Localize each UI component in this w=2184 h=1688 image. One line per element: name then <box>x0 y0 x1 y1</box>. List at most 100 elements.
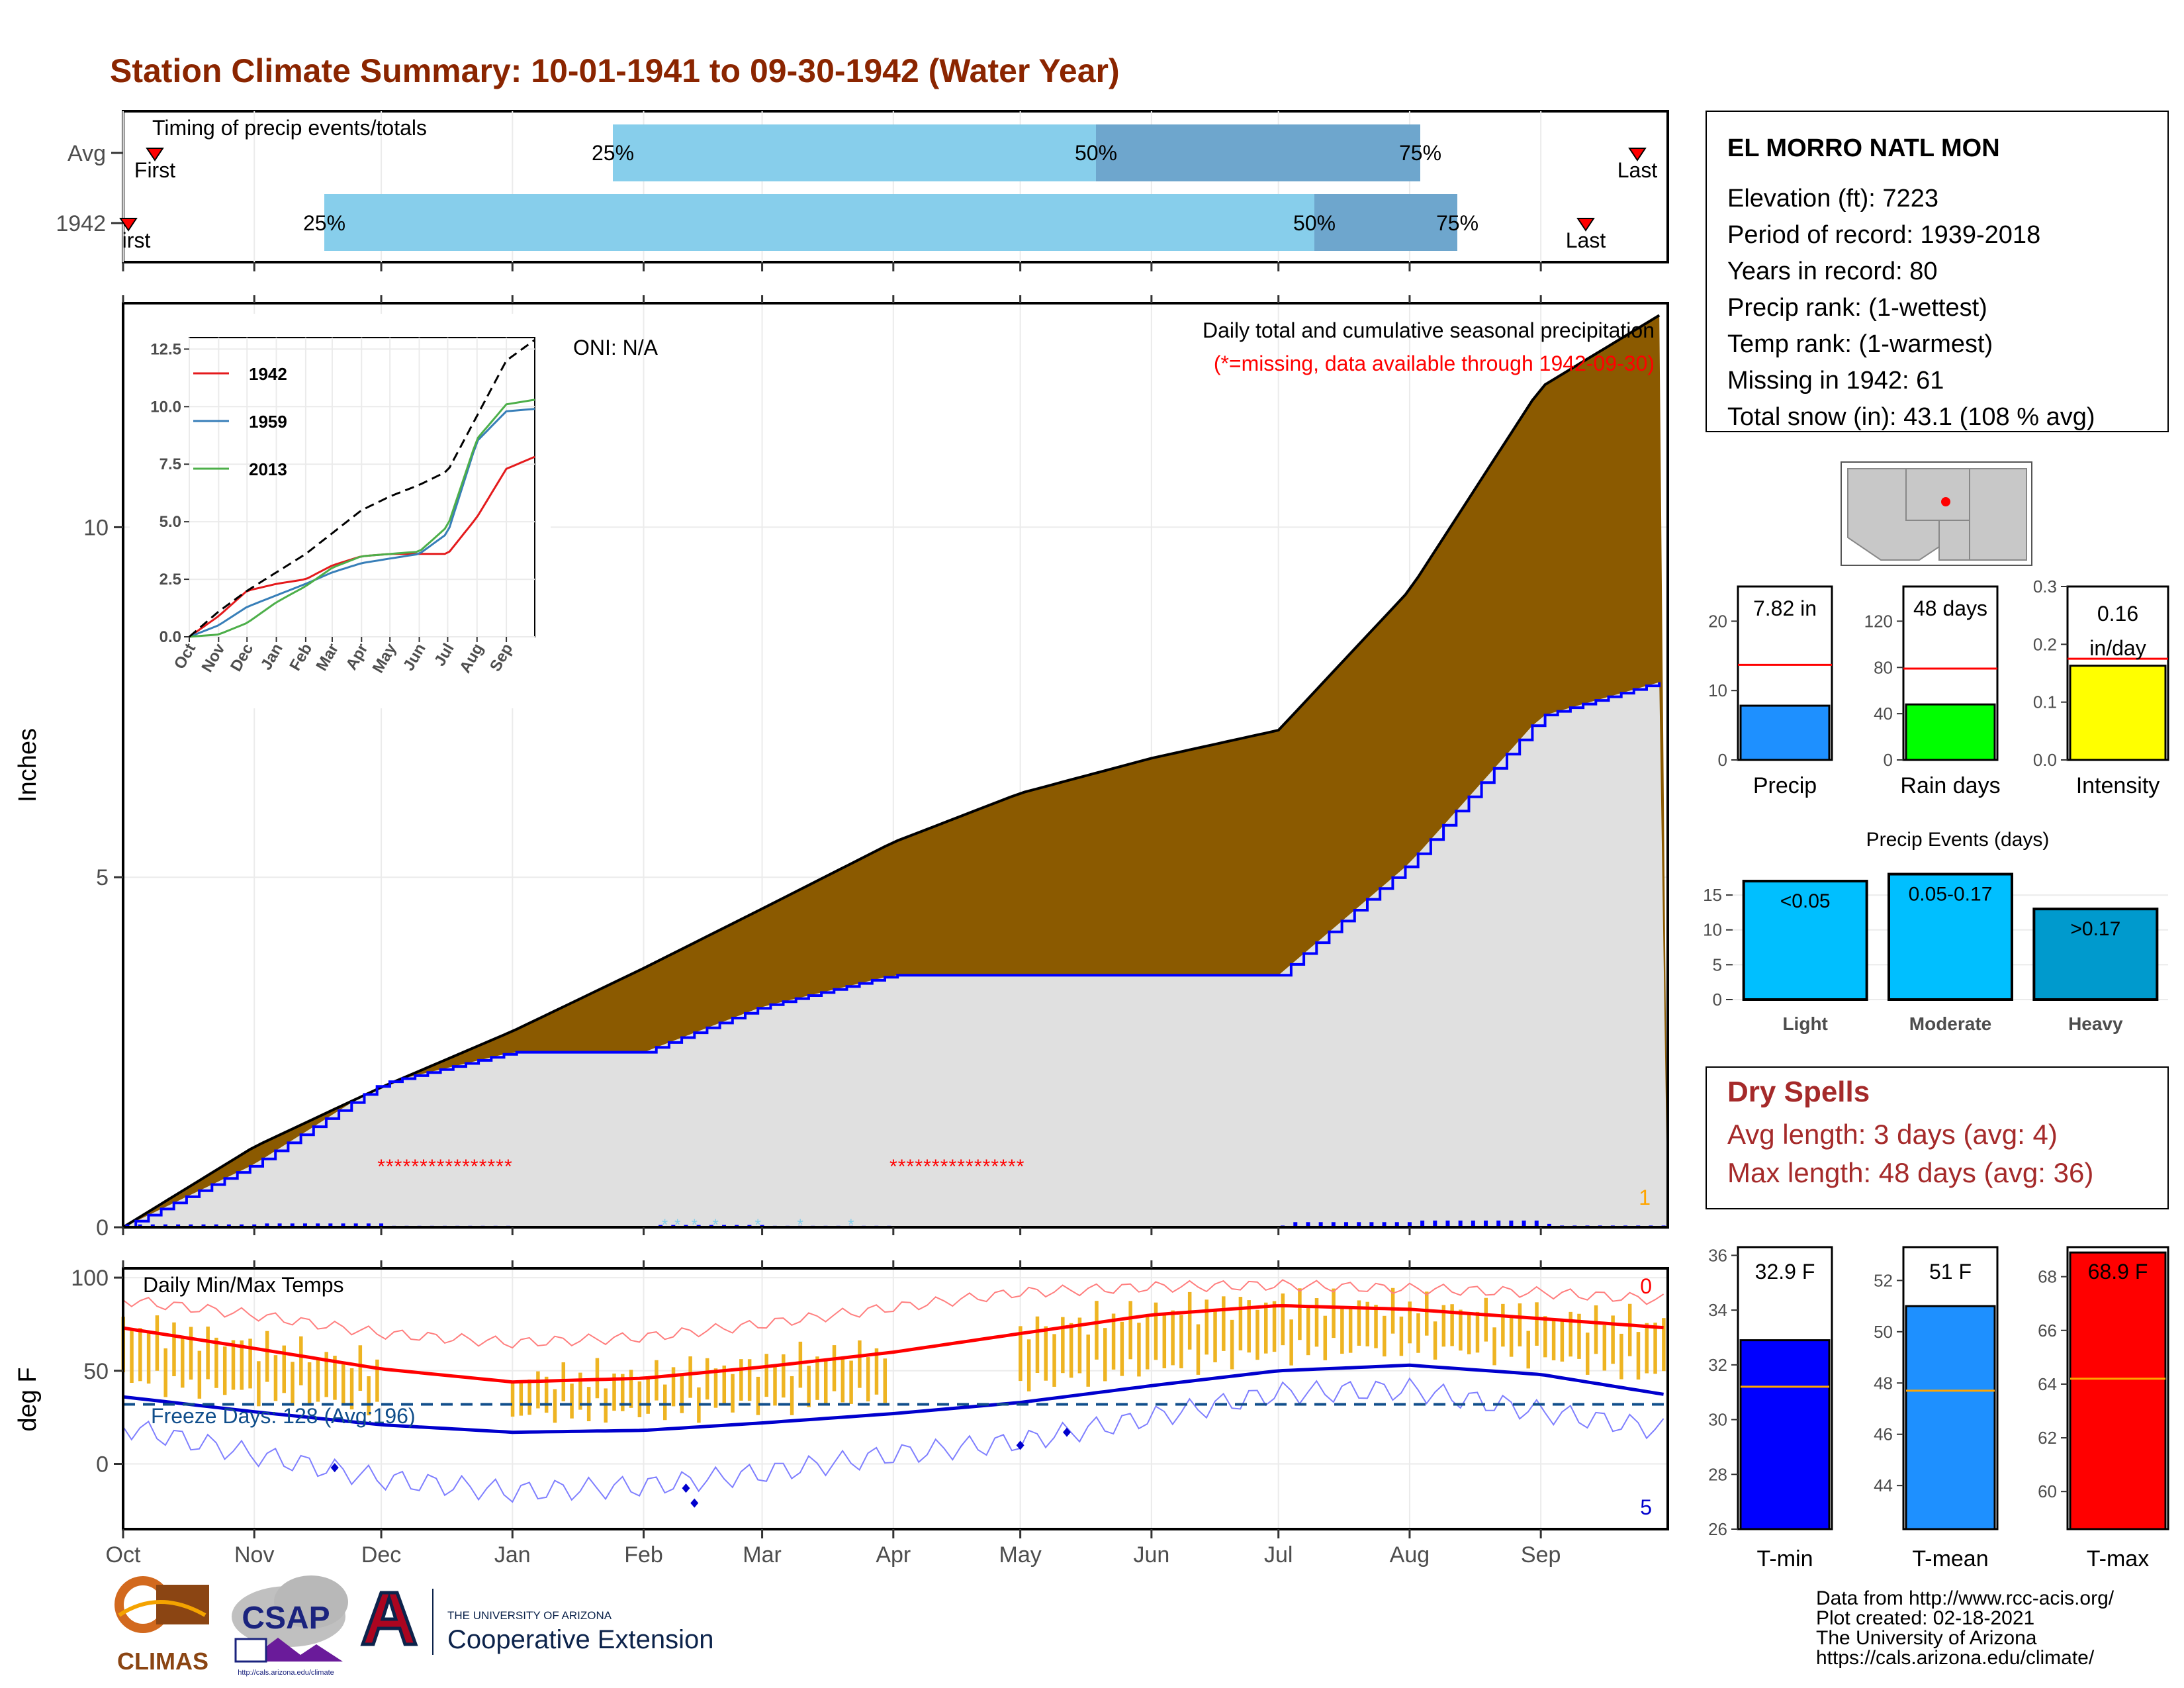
temp-bar-y-tick-label: 48 <box>1874 1373 1893 1393</box>
record-low-count: 5 <box>1640 1495 1652 1519</box>
daily-temp-bar <box>1467 1314 1471 1354</box>
station-period: Period of record: 1939-2018 <box>1727 221 2040 249</box>
events-y-tick-label: 15 <box>1703 885 1722 905</box>
daily-temp-bar <box>265 1331 269 1382</box>
daily-precip-bar <box>1318 1222 1323 1227</box>
daily-precip-bar <box>379 1223 384 1227</box>
temp-bar-y-tick-label: 68 <box>2038 1267 2057 1287</box>
station-years: Years in record: 80 <box>1727 258 1938 285</box>
missing-marker: * <box>940 1156 948 1178</box>
mini-y-tick-label: 0.3 <box>2033 577 2057 596</box>
station-missing: Missing in 1942: 61 <box>1727 367 1944 395</box>
daily-precip-bar <box>150 1224 155 1227</box>
daily-temp-bar <box>222 1346 227 1395</box>
observed-cumulative-line <box>123 682 1661 1229</box>
daily-temp-bar <box>316 1357 320 1402</box>
daily-temp-bar <box>1374 1305 1378 1348</box>
temp-y-tick-label: 50 <box>83 1359 109 1384</box>
csap-logo[interactable]: CSAP http://cals.arizona.edu/climate <box>232 1575 348 1677</box>
record-low-marker <box>690 1498 699 1508</box>
temp-y-tick-label: 0 <box>96 1452 109 1477</box>
missing-marker: * <box>496 1156 504 1178</box>
daily-temp-bar <box>375 1359 379 1402</box>
missing-marker: * <box>462 1156 470 1178</box>
daily-temp-bar <box>841 1358 845 1403</box>
daily-temp-bar <box>358 1345 363 1391</box>
daily-precip-bar <box>226 1224 231 1227</box>
daily-temp-bar <box>1069 1323 1073 1378</box>
last-label-1942: Last <box>1566 228 1606 252</box>
daily-temp-bar <box>1390 1288 1395 1334</box>
inset-legend: 1942 1959 2013 <box>193 364 287 479</box>
climas-logo[interactable]: CLIMAS <box>113 1576 210 1675</box>
daily-precip-bar <box>1471 1220 1475 1227</box>
mini-label-2: Intensity <box>2076 773 2160 798</box>
record-low-marker <box>682 1483 690 1493</box>
precip-ylabel: Inches <box>14 728 42 802</box>
daily-temp-bar <box>1383 1315 1387 1357</box>
daily-temp-bar <box>519 1380 523 1416</box>
daily-temp-bar <box>832 1345 837 1391</box>
first-label-avg: First <box>134 158 175 182</box>
daily-temp-bar <box>257 1361 261 1407</box>
temp-bar-y-tick-label: 66 <box>2038 1321 2057 1340</box>
daily-temp-bar <box>1323 1315 1328 1360</box>
daily-temp-bar <box>1289 1319 1293 1366</box>
daily-temp-bar <box>536 1371 540 1409</box>
missing-marker: * <box>966 1156 974 1178</box>
month-label: Apr <box>876 1542 911 1568</box>
daily-temp-bar <box>1459 1309 1463 1351</box>
daily-temp-bar <box>1255 1309 1259 1360</box>
daily-precip-bar <box>341 1223 345 1227</box>
dry-spells-title: Dry Spells <box>1727 1076 1870 1108</box>
events-bar-label: Heavy <box>2068 1013 2123 1034</box>
daily-temp-bar <box>731 1374 735 1413</box>
daily-temp-bar <box>1196 1324 1201 1375</box>
daily-temp-bar <box>1509 1316 1514 1357</box>
daily-temp-bar <box>1120 1321 1124 1376</box>
daily-temp-bar <box>240 1340 244 1390</box>
timing-1942-bar-50-75 <box>1314 194 1457 251</box>
daily-temp-bar <box>324 1352 328 1397</box>
daily-precip-bar <box>176 1224 181 1227</box>
events-y-tick-label: 0 <box>1713 990 1722 1009</box>
month-label: Aug <box>1390 1542 1430 1568</box>
legend-1942: 1942 <box>249 364 287 384</box>
daily-temp-bar <box>1026 1339 1031 1391</box>
daily-temp-bar <box>1399 1316 1404 1356</box>
daily-temp-bar <box>214 1337 218 1388</box>
daily-temp-bar <box>291 1362 295 1406</box>
daily-temp-bar <box>662 1384 667 1421</box>
daily-temp-bar <box>858 1340 862 1388</box>
mini-y-tick-label: 40 <box>1874 704 1893 724</box>
daily-temp-bar <box>1526 1331 1530 1369</box>
daily-temp-bar <box>1365 1301 1369 1346</box>
mini-y-tick-label: 120 <box>1864 611 1893 631</box>
credits: Data from http://www.rcc-acis.org/ Plot … <box>1816 1587 2115 1669</box>
mini-y-tick-label: 80 <box>1874 657 1893 677</box>
summary-bar-charts: 0 10 20 7.82 in Precip 0 40 80 120 48 days Rain da… <box>1708 577 2169 798</box>
daily-temp-bar <box>1332 1288 1336 1338</box>
daily-precip-bar <box>290 1223 295 1227</box>
month-axis: Oct Nov Dec Jan Feb Mar Apr May Jun Jul Aug Sep <box>106 1260 1561 1568</box>
snow-markers: * * * * * * * <box>662 1216 854 1234</box>
daily-temp-bar <box>1619 1333 1623 1380</box>
daily-precip-bar <box>1293 1222 1298 1227</box>
daily-temp-bar <box>1171 1310 1175 1366</box>
pct-50-avg: 50% <box>1075 141 1117 165</box>
daily-temp-bar <box>1247 1300 1251 1353</box>
station-temp-rank: Temp rank: (1-warmest) <box>1727 330 1993 358</box>
missing-data-markers: * * * * * * * * * * * * * * * * * * * * * * * * * * * * * * * * <box>377 1156 1024 1178</box>
dry-spells-avg: Avg length: 3 days (avg: 4) <box>1727 1119 2058 1150</box>
daily-temp-bar <box>307 1362 312 1406</box>
daily-temp-bar <box>612 1373 616 1411</box>
missing-marker: * <box>991 1156 999 1178</box>
first-label-1942: irst <box>122 228 151 252</box>
mini-y-tick-label: 0.0 <box>2033 750 2057 770</box>
month-label: May <box>999 1542 1042 1568</box>
month-label: Dec <box>361 1542 401 1568</box>
missing-marker: * <box>889 1156 897 1178</box>
daily-temp-bar <box>299 1336 303 1385</box>
ua-logo[interactable]: THE UNIVERSITY OF ARIZONA Cooperative Ex… <box>360 1589 713 1655</box>
daily-precip-bar <box>138 1224 142 1227</box>
